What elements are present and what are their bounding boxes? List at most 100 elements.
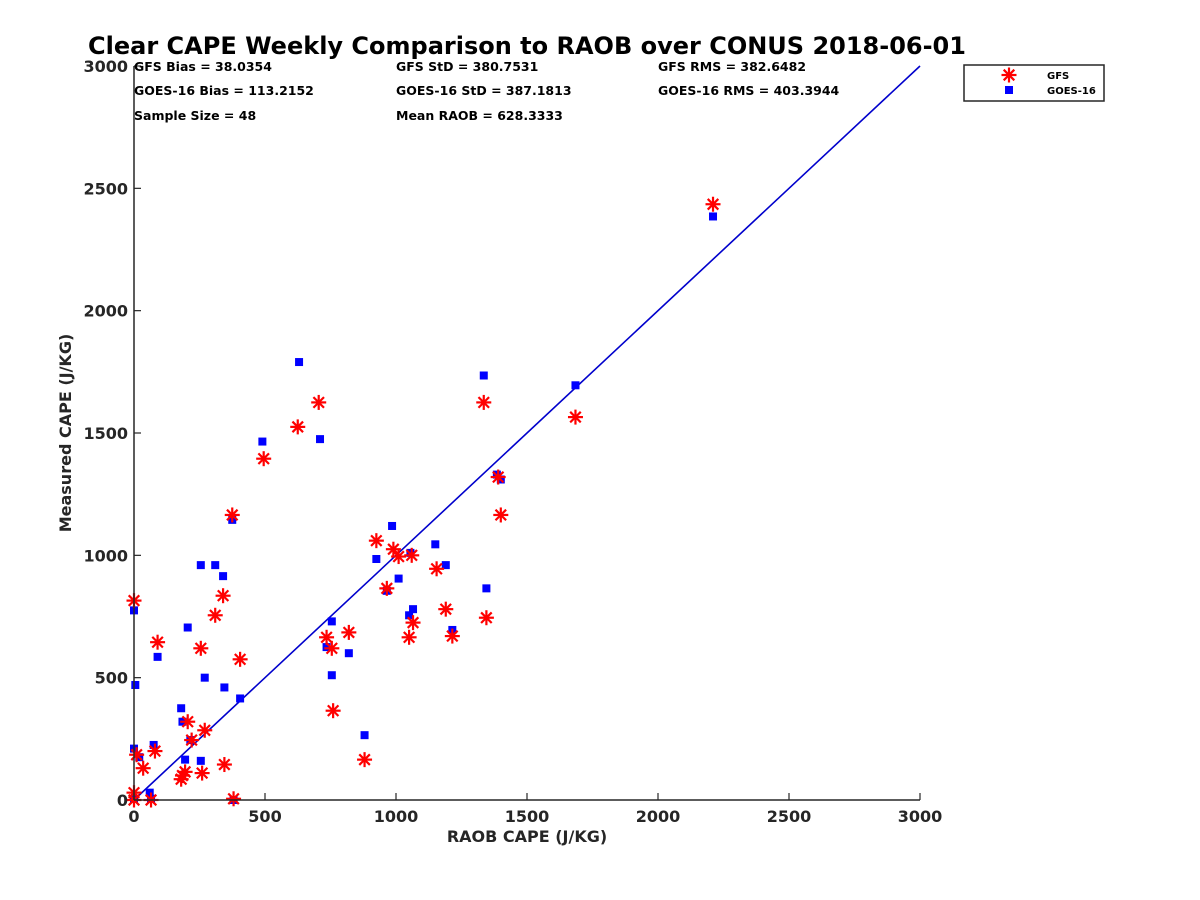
x-tick-label: 0	[128, 807, 139, 826]
goes16-point	[316, 435, 325, 444]
stat-goes-rms: GOES-16 RMS = 403.3944	[658, 83, 840, 98]
goes16-point	[183, 623, 192, 632]
goes16-point	[479, 371, 488, 380]
gfs-point	[405, 615, 421, 631]
goes16-point	[405, 611, 414, 620]
gfs-point	[391, 549, 407, 565]
goes16-point	[153, 652, 162, 661]
gfs-point	[129, 747, 145, 763]
x-tick-label: 2500	[767, 807, 812, 826]
gfs-point	[490, 469, 506, 485]
y-tick-label: 1500	[83, 424, 128, 443]
goes16-point	[149, 740, 158, 749]
goes16-point	[360, 731, 369, 740]
goes16-point	[211, 561, 220, 570]
y-tick-label: 2500	[83, 179, 128, 198]
legend-goes-marker	[1005, 86, 1013, 94]
gfs-point	[325, 703, 341, 719]
gfs-point	[357, 752, 373, 768]
stat-mean-raob: Mean RAOB = 628.3333	[396, 108, 563, 123]
goes16-point	[131, 681, 140, 690]
gfs-point	[567, 409, 583, 425]
x-axis-label: RAOB CAPE (J/KG)	[447, 827, 607, 846]
legend-goes-label: GOES-16	[1047, 86, 1096, 97]
goes16-point	[709, 212, 718, 221]
gfs-point	[444, 628, 460, 644]
x-tick-label: 1000	[374, 807, 419, 826]
gfs-point	[193, 640, 209, 656]
legend-gfs-label: GFS	[1047, 71, 1069, 82]
goes16-point	[327, 617, 336, 626]
gfs-point	[147, 743, 163, 759]
stat-gfs-std: GFS StD = 380.7531	[396, 59, 538, 74]
y-tick-label: 2000	[83, 302, 128, 321]
goes16-point	[344, 649, 353, 658]
goes16-point	[409, 605, 418, 614]
legend-gfs-marker	[1001, 67, 1017, 83]
y-tick-label: 500	[95, 669, 128, 688]
gfs-point	[379, 580, 395, 596]
gfs-point	[177, 764, 193, 780]
goes16-point	[177, 704, 186, 713]
y-axis-ticks: 0 500 1000 1500 2000 2500 3000	[83, 57, 141, 810]
stat-sample-size: Sample Size = 48	[134, 108, 256, 123]
gfs-point	[324, 640, 340, 656]
gfs-point	[404, 547, 420, 563]
gfs-point	[319, 629, 335, 645]
goes16-point	[258, 437, 267, 446]
gfs-point	[232, 651, 248, 667]
chart-title: Clear CAPE Weekly Comparison to RAOB ove…	[88, 32, 966, 60]
gfs-point	[207, 607, 223, 623]
x-axis-ticks: 0 500 1000 1500 2000 2500 3000	[128, 793, 942, 826]
gfs-point	[401, 629, 417, 645]
stat-gfs-bias: GFS Bias = 38.0354	[134, 59, 272, 74]
goes16-point	[220, 683, 229, 692]
goes16-point	[372, 555, 381, 564]
goes16-point	[200, 673, 209, 682]
gfs-point	[438, 601, 454, 617]
gfs-point	[194, 765, 210, 781]
gfs-point	[478, 610, 494, 626]
gfs-point	[705, 196, 721, 212]
gfs-point	[184, 732, 200, 748]
gfs-point	[150, 634, 166, 650]
goes16-point	[145, 788, 154, 797]
goes16-point	[322, 643, 331, 652]
gfs-point	[215, 588, 231, 604]
gfs-point	[256, 451, 272, 467]
gfs-point	[311, 394, 327, 410]
gfs-point	[180, 714, 196, 730]
x-tick-label: 2000	[636, 807, 681, 826]
gfs-point	[493, 507, 509, 523]
goes16-point	[388, 521, 397, 530]
gfs-point	[385, 541, 401, 557]
one-to-one-line	[133, 65, 921, 801]
gfs-point	[368, 533, 384, 549]
legend: GFS GOES-16	[963, 64, 1105, 102]
goes16-point	[394, 574, 403, 583]
legend-gfs-asterisk	[1001, 67, 1017, 83]
gfs-point	[341, 624, 357, 640]
stat-goes-bias: GOES-16 Bias = 113.2152	[134, 83, 314, 98]
goes16-point	[181, 755, 190, 764]
goes16-point	[196, 756, 205, 765]
gfs-point	[197, 722, 213, 738]
x-tick-label: 3000	[898, 807, 943, 826]
goes16-point	[431, 540, 440, 549]
gfs-point	[476, 394, 492, 410]
goes16-point	[327, 671, 336, 680]
x-tick-label: 500	[248, 807, 281, 826]
goes16-point	[571, 381, 580, 390]
goes16-point	[295, 358, 304, 367]
stat-gfs-rms: GFS RMS = 382.6482	[658, 59, 806, 74]
gfs-point	[226, 791, 242, 807]
gfs-point	[429, 561, 445, 577]
y-tick-label: 1000	[83, 546, 128, 565]
goes16-point	[196, 561, 205, 570]
y-axis-label: Measured CAPE (J/KG)	[56, 334, 75, 533]
stat-goes-std: GOES-16 StD = 387.1813	[396, 83, 572, 98]
stats-annotations: GFS Bias = 38.0354 GFS StD = 380.7531 GF…	[134, 59, 840, 123]
